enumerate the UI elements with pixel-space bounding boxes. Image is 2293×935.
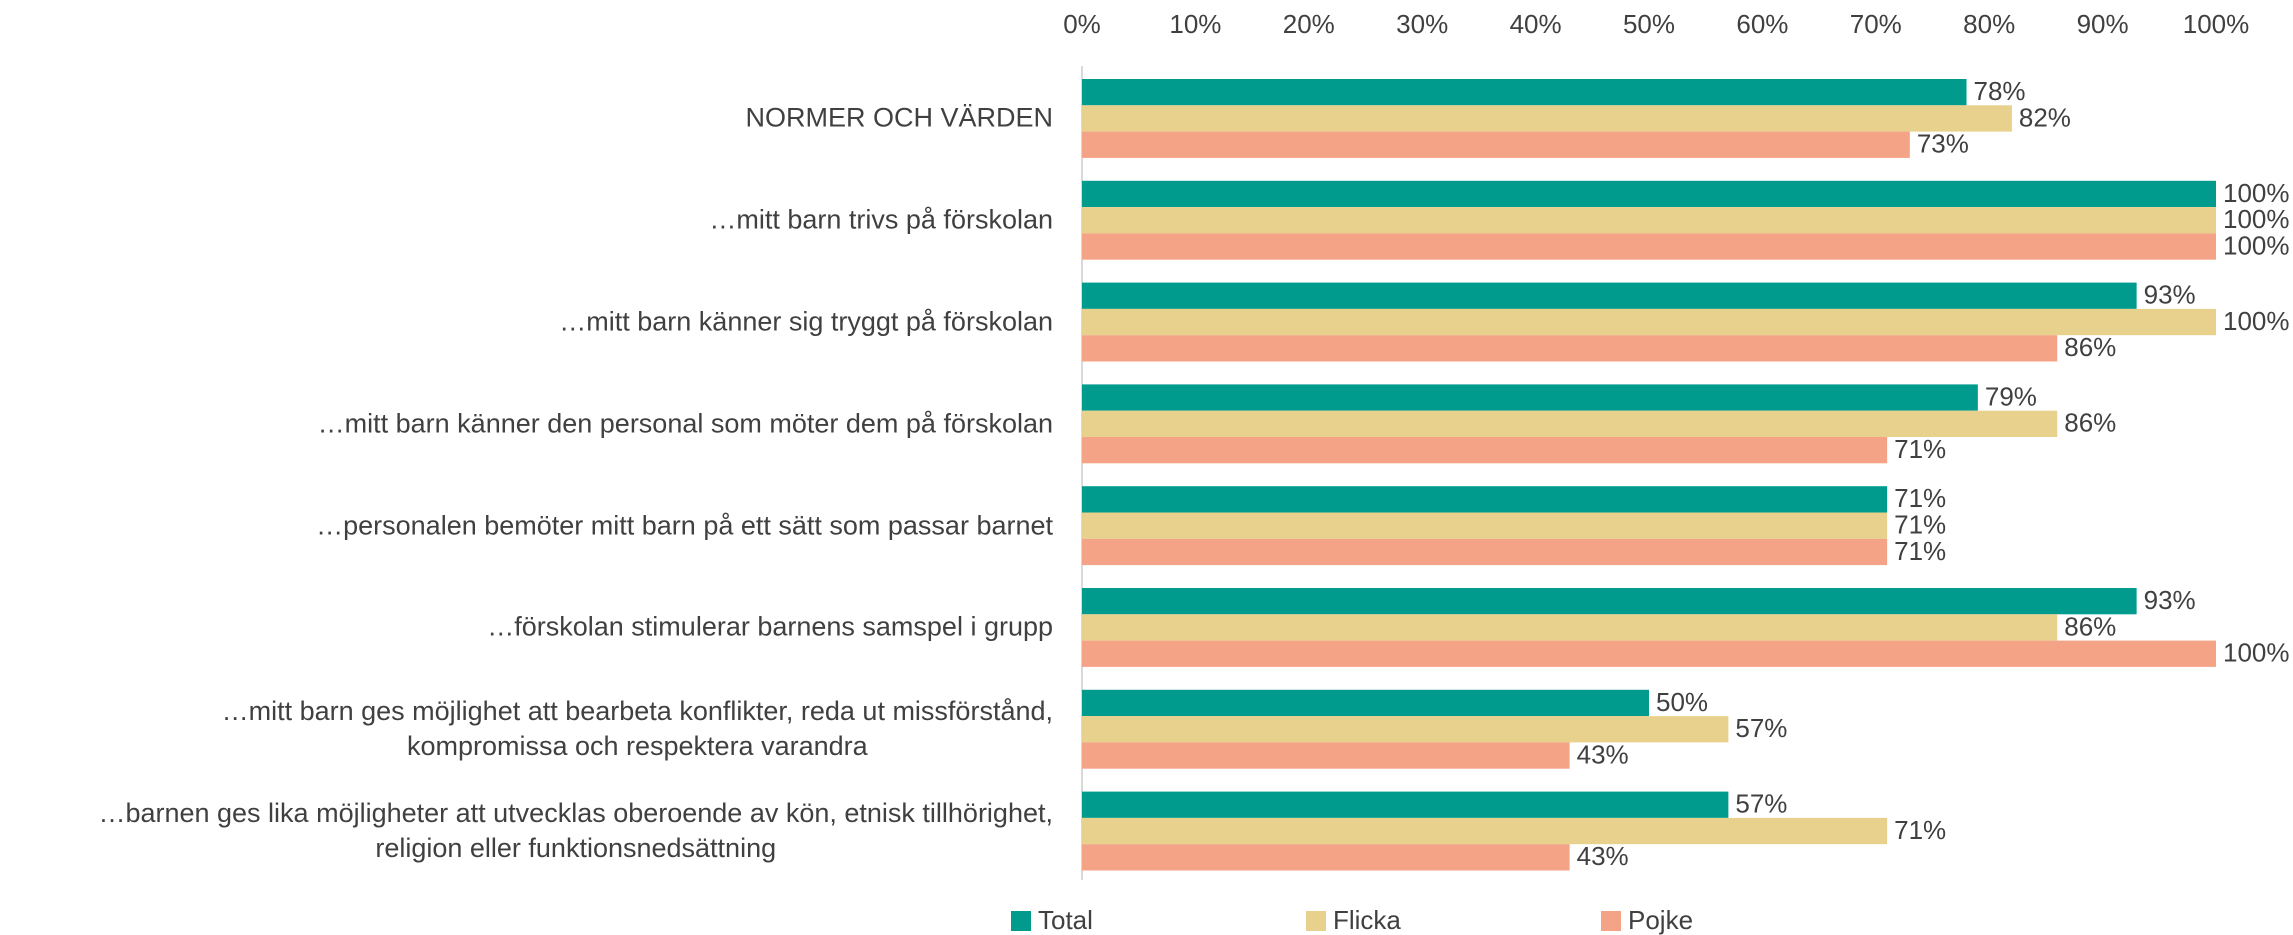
- bar: [1082, 308, 2216, 336]
- x-tick-label: 10%: [1169, 9, 1221, 39]
- category-label: …barnen ges lika möjligheter att utveckl…: [98, 797, 1053, 864]
- value-label: 57%: [1735, 713, 1787, 743]
- value-label: 93%: [2144, 280, 2196, 310]
- value-label: 71%: [1894, 434, 1946, 464]
- bar: [1082, 716, 1729, 743]
- value-label: 71%: [1894, 483, 1946, 513]
- value-label: 100%: [2223, 638, 2290, 668]
- bar: [1082, 689, 1649, 717]
- value-label: 71%: [1894, 510, 1946, 540]
- category-label: NORMER OCH VÄRDEN: [745, 102, 1053, 133]
- x-tick-label: 0%: [1063, 9, 1101, 39]
- bar: [1082, 844, 1570, 871]
- bar: [1082, 588, 2137, 615]
- value-label: 86%: [2064, 611, 2116, 641]
- value-label: 71%: [1894, 536, 1946, 566]
- x-tick-label: 50%: [1623, 9, 1675, 39]
- legend-label: Total: [1038, 905, 1093, 935]
- x-tick-label: 100%: [2183, 9, 2250, 39]
- category-label: …personalen bemöter mitt barn på ett sät…: [316, 510, 1053, 541]
- value-label: 43%: [1577, 841, 1629, 871]
- x-tick-label: 60%: [1736, 9, 1788, 39]
- x-tick-label: 30%: [1396, 9, 1448, 39]
- bar: [1082, 410, 2058, 437]
- value-label: 73%: [1917, 129, 1969, 159]
- x-tick-label: 80%: [1963, 9, 2015, 39]
- value-label: 82%: [2019, 102, 2071, 132]
- value-label: 86%: [2064, 408, 2116, 438]
- value-label: 43%: [1577, 739, 1629, 769]
- bar: [1082, 207, 2216, 234]
- bar: [1082, 437, 1888, 464]
- bar: [1082, 486, 1888, 513]
- value-label: 79%: [1985, 381, 2037, 411]
- bar: [1082, 538, 1888, 566]
- bar: [1082, 512, 1888, 539]
- category-label: …mitt barn känner sig tryggt på förskola…: [559, 306, 1053, 337]
- value-label: 57%: [1735, 789, 1787, 819]
- value-label: 50%: [1656, 687, 1708, 717]
- bar: [1082, 282, 2137, 309]
- value-label: 86%: [2064, 332, 2116, 362]
- legend-swatch: [1601, 911, 1621, 931]
- category-label: …förskolan stimulerar barnens samspel i …: [487, 611, 1053, 642]
- value-label: 100%: [2223, 204, 2290, 234]
- category-label: …mitt barn ges möjlighet att bearbeta ko…: [221, 696, 1053, 762]
- bar: [1082, 640, 2216, 667]
- bar: [1082, 131, 1910, 158]
- value-label: 71%: [1894, 815, 1946, 845]
- bar: [1082, 79, 1967, 106]
- value-label: 100%: [2223, 178, 2290, 208]
- legend-swatch: [1306, 911, 1326, 931]
- x-tick-label: 90%: [2077, 9, 2129, 39]
- bar: [1082, 614, 2058, 641]
- bar: [1082, 817, 1888, 845]
- x-tick-label: 40%: [1510, 9, 1562, 39]
- bar: [1082, 105, 2012, 132]
- category-label: …mitt barn känner den personal som möter…: [317, 408, 1053, 439]
- legend-swatch: [1011, 911, 1031, 931]
- legend-label: Flicka: [1333, 905, 1401, 935]
- bar: [1082, 742, 1570, 769]
- value-label: 93%: [2144, 585, 2196, 615]
- bar: [1082, 335, 2058, 362]
- value-label: 100%: [2223, 306, 2290, 336]
- category-label: …mitt barn trivs på förskolan: [709, 204, 1053, 235]
- bar: [1082, 384, 1978, 411]
- value-label: 100%: [2223, 230, 2290, 260]
- legend-label: Pojke: [1628, 905, 1693, 935]
- bar: [1082, 791, 1729, 818]
- value-label: 78%: [1974, 76, 2026, 106]
- bar: [1082, 180, 2216, 208]
- x-tick-label: 70%: [1850, 9, 1902, 39]
- bar: [1082, 233, 2216, 260]
- x-tick-label: 20%: [1283, 9, 1335, 39]
